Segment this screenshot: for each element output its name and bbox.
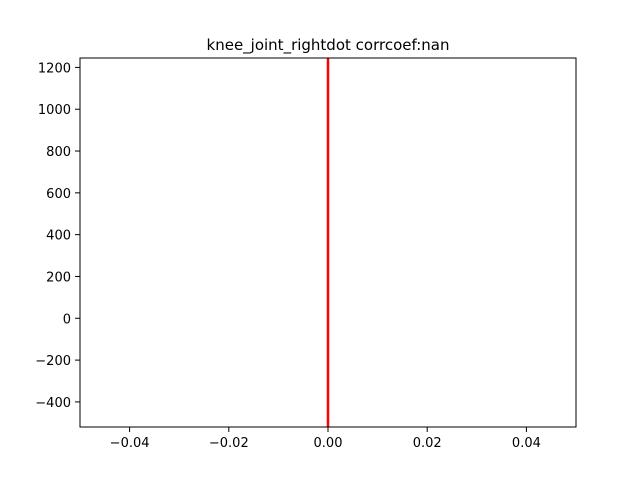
y-tick-label: 400 [46,229,71,244]
x-axis: −0.04 −0.02 0.00 0.02 0.04 [110,427,541,451]
x-tick-label: 0.00 [314,436,343,451]
y-tick-label: −400 [35,396,71,411]
y-tick-label: −200 [35,354,71,369]
y-tick-label: 600 [46,187,71,202]
x-tick-label: 0.02 [413,436,442,451]
x-tick-label: −0.02 [209,436,249,451]
axes-frame [79,57,577,428]
x-tick-label: 0.04 [512,436,541,451]
chart-title: knee_joint_rightdot corrcoef:nan [207,36,450,55]
y-tick-label: 0 [63,312,71,327]
y-tick-label: 200 [46,270,71,285]
x-tick-label: −0.04 [110,436,150,451]
y-tick-label: 1200 [38,61,71,76]
y-tick-label: 800 [46,145,71,160]
y-tick-label: 1000 [38,103,71,118]
y-axis: −400 −200 0 200 400 600 800 1000 1200 [35,61,80,411]
